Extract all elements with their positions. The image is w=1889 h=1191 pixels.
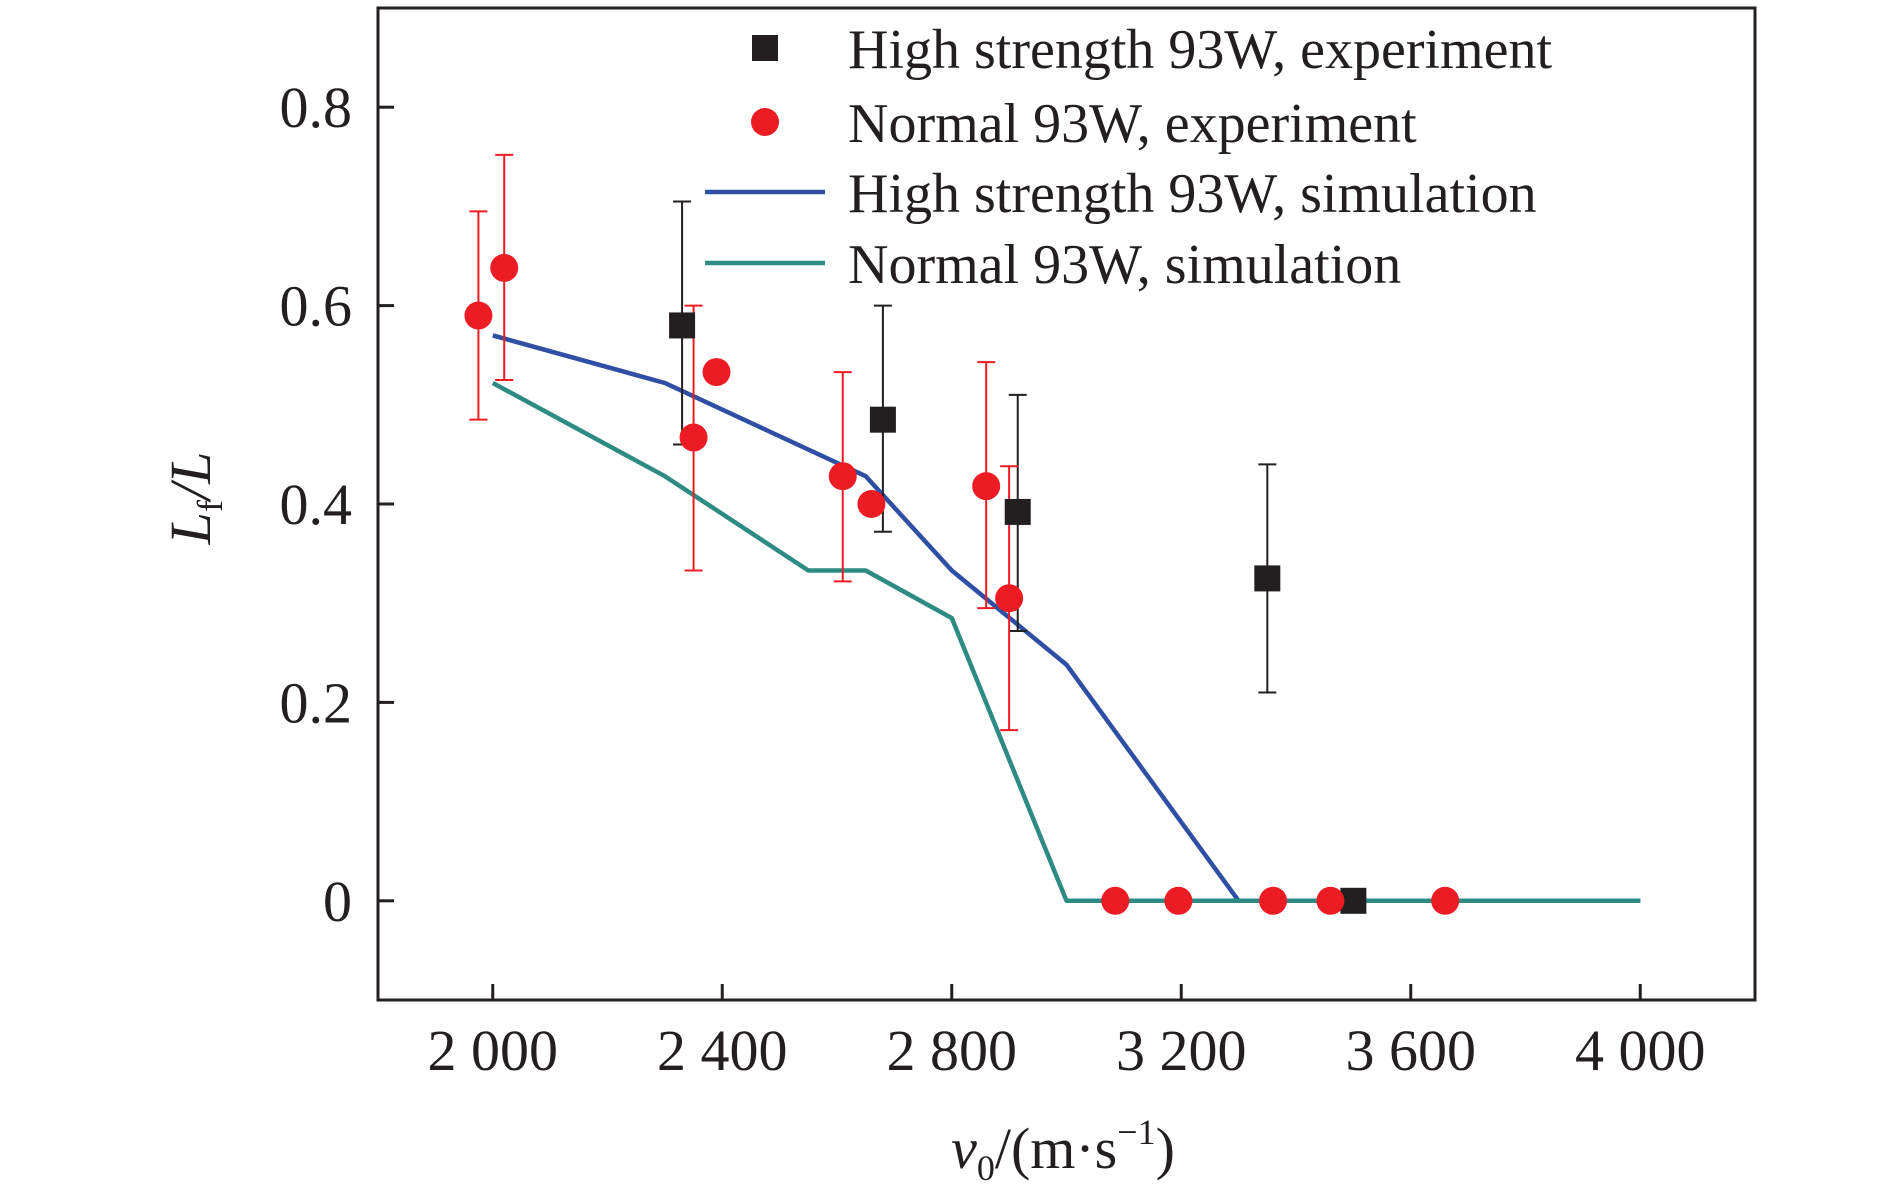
x-axis-title-close: ) bbox=[1156, 1116, 1175, 1181]
axes: 2 000 2 400 2 800 3 200 3 600 4 000 0 0.2 0.4 0.6… bbox=[280, 6, 1757, 1083]
data-point-circle bbox=[1316, 886, 1345, 915]
y-tick-label: 0.6 bbox=[280, 274, 353, 339]
legend-label: High strength 93W, experiment bbox=[848, 19, 1552, 81]
legend-circle-marker bbox=[751, 108, 779, 136]
y-axis-title-rest: /L bbox=[158, 452, 223, 503]
y-tick-label: 0.4 bbox=[280, 472, 353, 537]
data-point-square bbox=[669, 312, 696, 339]
data-point-circle bbox=[1259, 886, 1288, 915]
data-point-circle bbox=[702, 358, 731, 387]
x-tick-label: 4 000 bbox=[1575, 1018, 1706, 1083]
data-point-circle bbox=[1164, 886, 1193, 915]
legend: High strength 93W, experiment Normal 93W,… bbox=[705, 19, 1552, 296]
y-tick-label: 0.8 bbox=[280, 75, 353, 140]
x-axis-title-main: v bbox=[951, 1116, 977, 1181]
y-axis-title-sub: f bbox=[190, 500, 230, 512]
y-tick-label: 0.2 bbox=[280, 670, 353, 735]
plot-frame bbox=[376, 6, 1757, 1002]
data-point-circle bbox=[1101, 886, 1130, 915]
x-tick-label: 2 400 bbox=[657, 1018, 788, 1083]
y-axis-title: Lf/L bbox=[158, 452, 230, 546]
data-point-circle bbox=[1431, 886, 1460, 915]
x-axis-title-sup: −1 bbox=[1117, 1112, 1155, 1152]
legend-label: Normal 93W, experiment bbox=[848, 93, 1417, 155]
series-line bbox=[492, 333, 1641, 904]
legend-square-marker bbox=[752, 35, 778, 61]
x-tick-label: 3 600 bbox=[1346, 1018, 1477, 1083]
data-point-square bbox=[869, 406, 896, 433]
x-tick-label: 3 200 bbox=[1116, 1018, 1247, 1083]
data-point-circle bbox=[464, 301, 493, 330]
y-axis-title-main: L bbox=[158, 512, 223, 545]
series-line bbox=[491, 381, 1641, 904]
y-tick-label: 0 bbox=[323, 869, 352, 934]
data-point-square bbox=[1004, 498, 1031, 525]
legend-label: Normal 93W, simulation bbox=[848, 234, 1401, 296]
legend-label: High strength 93W, simulation bbox=[848, 163, 1537, 225]
data-point-circle bbox=[857, 490, 886, 518]
x-axis-title-sub: 0 bbox=[977, 1148, 995, 1188]
x-tick-label: 2 000 bbox=[428, 1018, 559, 1083]
plot-area bbox=[464, 153, 1641, 915]
data-point-circle bbox=[972, 472, 1001, 501]
data-point-square bbox=[1254, 565, 1281, 592]
data-point-square bbox=[1340, 887, 1367, 914]
data-point-circle bbox=[828, 462, 857, 491]
data-point-circle bbox=[679, 423, 708, 452]
x-axis-title: v0/(m·s−1) bbox=[951, 1112, 1175, 1188]
x-axis-title-rest: /(m·s bbox=[995, 1116, 1117, 1181]
x-tick-label: 2 800 bbox=[887, 1018, 1018, 1083]
data-point-circle bbox=[490, 253, 519, 282]
data-point-circle bbox=[995, 584, 1024, 613]
